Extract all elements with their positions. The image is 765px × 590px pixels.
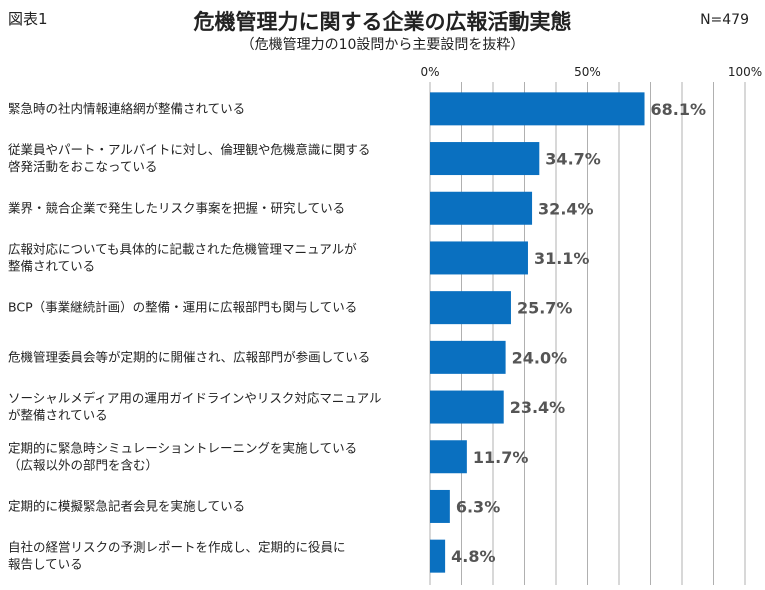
value-label: 4.8%: [451, 547, 495, 566]
category-label: 従業員やパート・アルバイトに対し、倫理観や危機意識に関する: [8, 142, 370, 157]
value-label: 24.0%: [512, 348, 568, 367]
value-label: 34.7%: [545, 150, 601, 169]
category-label: 緊急時の社内情報連絡網が整備されている: [8, 101, 245, 116]
x-tick-label: 100%: [728, 65, 762, 79]
category-label: 定期的に緊急時シミュレーショントレーニングを実施している: [8, 440, 357, 455]
value-label: 6.3%: [456, 497, 500, 516]
bar: [430, 340, 506, 374]
sample-size-label: N=479: [700, 12, 749, 28]
value-label: 11.7%: [473, 448, 529, 467]
category-label: （広報以外の部門を含む）: [8, 457, 158, 472]
category-label: 啓発活動をおこなっている: [8, 159, 157, 174]
bar: [430, 142, 540, 176]
bar: [430, 440, 467, 474]
figure-label: 図表1: [8, 10, 48, 28]
x-tick-label: 50%: [574, 65, 601, 79]
category-label: 業界・競合企業で発生したリスク事案を把握・研究している: [8, 200, 345, 215]
category-label: 整備されている: [8, 258, 95, 273]
category-label: 自社の経営リスクの予測レポートを作成し、定期的に役員に: [8, 540, 346, 555]
category-label: ソーシャルメディア用の運用ガイドラインやリスク対応マニュアル: [8, 391, 382, 406]
value-label: 23.4%: [510, 398, 566, 417]
category-label: 定期的に模擬緊急記者会見を実施している: [8, 498, 245, 513]
category-label: BCP（事業継続計画）の整備・運用に広報部門も関与している: [8, 300, 357, 315]
value-label: 32.4%: [538, 199, 594, 218]
bar: [430, 92, 645, 126]
bar: [430, 191, 533, 225]
bar: [430, 241, 528, 275]
x-tick-label: 0%: [420, 65, 439, 79]
chart-subtitle: （危機管理力の10設問から主要設問を抜粋）: [240, 37, 525, 53]
value-label: 31.1%: [534, 249, 590, 268]
category-label: が整備されている: [8, 408, 108, 423]
bar: [430, 390, 504, 424]
category-label: 広報対応についても具体的に記載された危機管理マニュアルが: [8, 241, 357, 256]
value-label: 25.7%: [517, 299, 573, 318]
value-label: 68.1%: [651, 100, 707, 119]
category-label: 危機管理委員会等が定期的に開催され、広報部門が参画している: [8, 349, 370, 364]
category-label: 報告している: [8, 557, 83, 572]
bar: [430, 489, 450, 523]
chart-title: 危機管理力に関する企業の広報活動実態: [193, 10, 572, 34]
bar: [430, 539, 446, 573]
bar: [430, 291, 511, 325]
